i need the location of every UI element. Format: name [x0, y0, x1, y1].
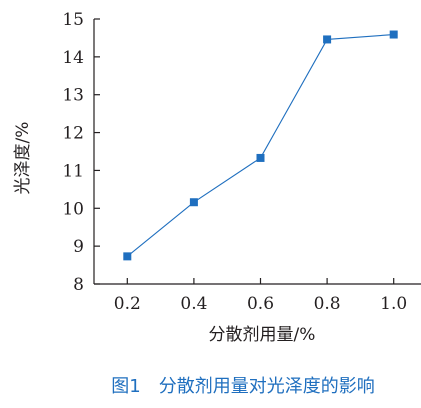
y-tick-label: 15 — [62, 10, 84, 30]
series-group — [123, 30, 398, 261]
y-tick-label: 10 — [62, 199, 84, 219]
x-tick-label: 0.4 — [180, 294, 207, 314]
series-line — [126, 33, 394, 257]
data-point — [123, 252, 132, 261]
y-tick-label: 8 — [73, 275, 84, 295]
y-tick-label: 12 — [62, 124, 84, 144]
y-tick-label: 14 — [62, 48, 84, 68]
y-tick-label: 9 — [73, 237, 84, 257]
data-point — [389, 30, 398, 39]
data-point — [256, 153, 265, 162]
x-tick-label: 0.6 — [247, 294, 274, 314]
data-point — [323, 35, 332, 44]
y-axis-ticks: 8 9 10 11 12 13 14 15 — [62, 10, 100, 295]
data-point — [189, 198, 198, 207]
figure-caption: 图1 分散剂用量对光泽度的影响 — [111, 376, 374, 397]
x-tick-label: 0.8 — [314, 294, 341, 314]
y-axis-title: 光泽度/% — [13, 122, 33, 195]
y-tick-label: 11 — [62, 161, 84, 181]
y-tick-label: 13 — [62, 86, 84, 106]
x-axis-ticks: 0.2 0.4 0.6 0.8 1.0 — [114, 278, 407, 314]
x-tick-label: 0.2 — [114, 294, 141, 314]
x-axis-title: 分散剂用量/% — [209, 325, 316, 345]
x-tick-label: 1.0 — [380, 294, 407, 314]
